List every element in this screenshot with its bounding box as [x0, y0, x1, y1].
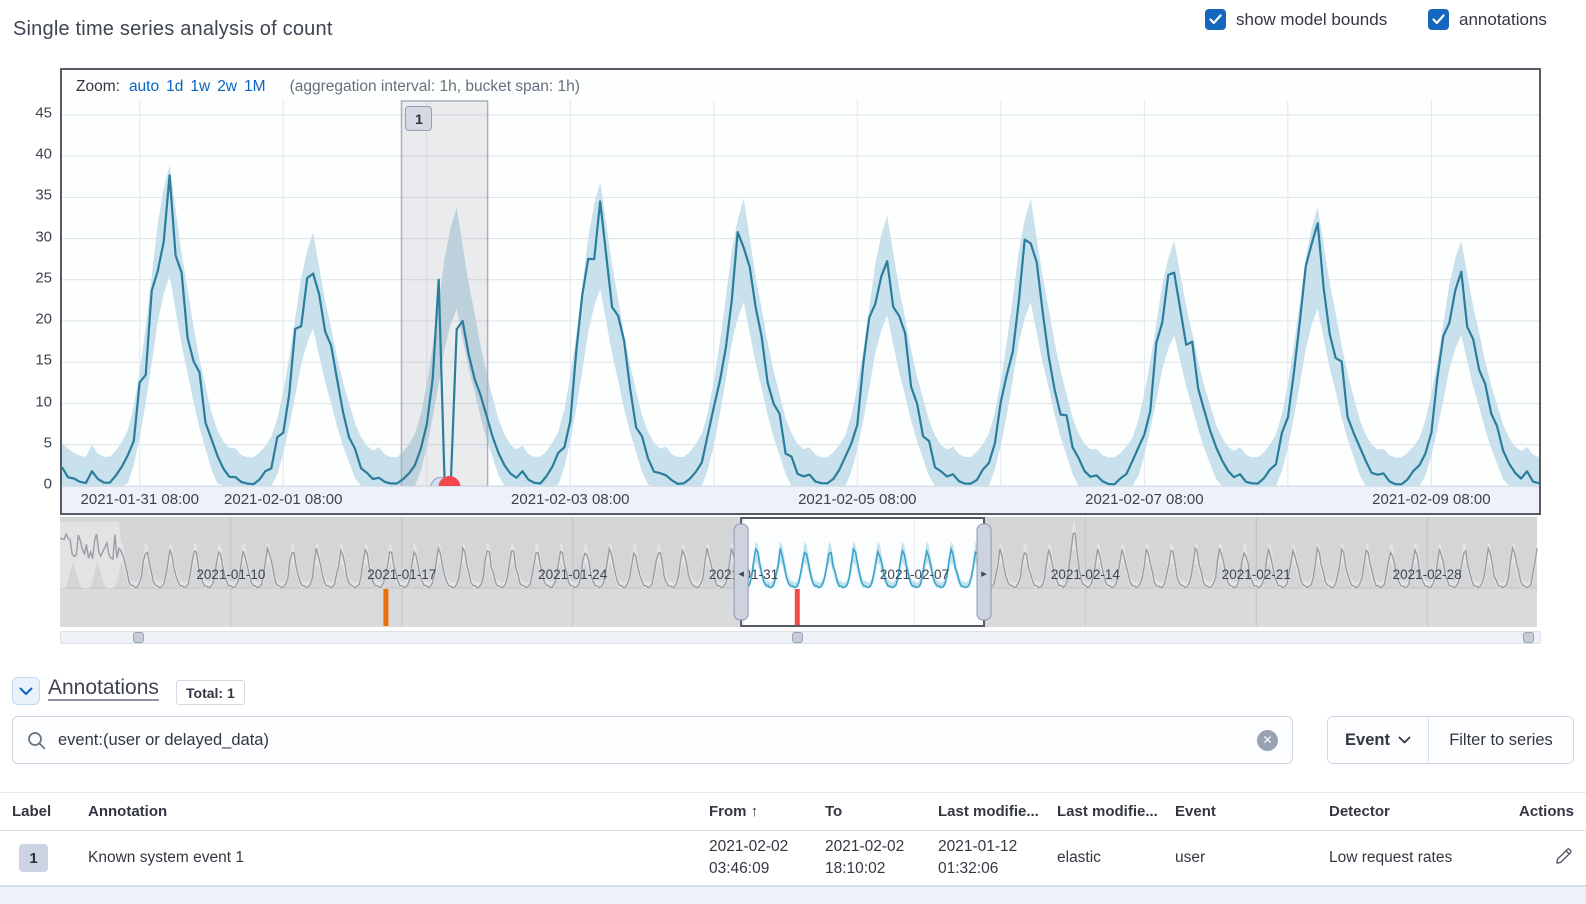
- column-header-event[interactable]: Event: [1175, 803, 1329, 820]
- row-detector: Low request rates: [1329, 849, 1495, 867]
- column-header-annotation[interactable]: Annotation: [88, 803, 709, 820]
- annotations-checkbox[interactable]: annotations: [1428, 9, 1547, 30]
- y-tick-label: 45: [6, 104, 52, 121]
- annotations-filter-group: Event Filter to series: [1327, 716, 1574, 764]
- zoom-link-1d[interactable]: 1d: [166, 78, 183, 95]
- y-tick-label: 10: [6, 393, 52, 410]
- context-tick-label: 2021-02-14: [1051, 567, 1121, 582]
- row-to: 2021-02-02 18:10:02: [825, 836, 938, 881]
- row-last-modified: 2021-01-12 01:32:06: [938, 836, 1057, 881]
- x-axis: 2021-01-31 08:00 2021-02-01 08:00 2021-02-…: [62, 486, 1539, 513]
- x-tick-label: 2021-02-07 08:00: [1085, 491, 1203, 508]
- show-model-bounds-checkbox[interactable]: show model bounds: [1205, 9, 1387, 30]
- row-event: user: [1175, 849, 1329, 867]
- x-tick-label: 2021-02-03 08:00: [511, 491, 629, 508]
- annotations-table: LabelAnnotationFrom ↑ToLast modifie...La…: [0, 792, 1586, 886]
- context-tick-label: 2021-02-28: [1393, 567, 1462, 582]
- y-tick-label: 5: [6, 434, 52, 451]
- y-tick-label: 0: [6, 476, 52, 493]
- chevron-down-icon: [1398, 736, 1411, 744]
- x-tick-label: 2021-02-09 08:00: [1372, 491, 1490, 508]
- annotations-checkbox-label: annotations: [1459, 10, 1547, 30]
- zoom-link-1w[interactable]: 1w: [190, 78, 210, 95]
- show-model-bounds-label: show model bounds: [1236, 10, 1387, 30]
- annotations-section-title[interactable]: Annotations: [48, 676, 159, 700]
- main-chart-panel: Zoom: auto 1d 1w 2w 1M (aggregation interval…: [60, 68, 1541, 515]
- annotations-total-badge: Total: 1: [176, 680, 245, 705]
- edit-pencil-icon[interactable]: [1555, 846, 1574, 865]
- checkbox-checked-icon[interactable]: [1205, 9, 1226, 30]
- row-from: 2021-02-02 03:46:09: [709, 836, 825, 881]
- y-tick-label: 25: [6, 269, 52, 286]
- annotation-region[interactable]: [401, 101, 487, 489]
- column-header-last-modifie-[interactable]: Last modifie...: [938, 803, 1057, 820]
- column-header-last-modifie-[interactable]: Last modifie...: [1057, 803, 1175, 820]
- table-header-row: LabelAnnotationFrom ↑ToLast modifie...La…: [0, 792, 1586, 831]
- column-header-actions[interactable]: Actions: [1495, 803, 1586, 820]
- y-tick-label: 40: [6, 146, 52, 163]
- filter-to-series-button[interactable]: Filter to series: [1429, 717, 1573, 763]
- context-scrollbar[interactable]: [60, 631, 1541, 644]
- scrollbar-handle-right[interactable]: [1523, 632, 1534, 643]
- table-row[interactable]: 1 Known system event 1 2021-02-02 03:46:…: [0, 831, 1586, 886]
- search-icon: [27, 731, 46, 750]
- context-chart[interactable]: 2021-01-102021-01-172021-01-242021-01-31…: [60, 517, 1541, 629]
- page-title: Single time series analysis of count: [13, 18, 333, 41]
- zoom-link-1M[interactable]: 1M: [244, 78, 266, 95]
- annotations-search-bar[interactable]: ✕: [12, 716, 1293, 764]
- clear-search-icon[interactable]: ✕: [1257, 730, 1278, 751]
- chevron-down-icon: [19, 687, 33, 696]
- context-tick-label: 2021-02-21: [1222, 567, 1291, 582]
- zoom-link-2w[interactable]: 2w: [217, 78, 237, 95]
- y-tick-label: 15: [6, 352, 52, 369]
- column-header-label[interactable]: Label: [12, 803, 88, 820]
- x-tick-label: 2021-01-31 08:00: [81, 491, 199, 508]
- scrollbar-handle-center[interactable]: [792, 632, 803, 643]
- annotation-region-label[interactable]: 1: [405, 106, 432, 131]
- swimlane-anomaly-major[interactable]: [383, 589, 388, 626]
- brush-handle-arrow-icon: ▸: [981, 568, 987, 580]
- y-tick-label: 30: [6, 228, 52, 245]
- context-tick-label: 2021-01-10: [196, 567, 265, 582]
- column-header-detector[interactable]: Detector: [1329, 803, 1495, 820]
- zoom-controls: Zoom: auto 1d 1w 2w 1M (aggregation interval…: [76, 78, 580, 96]
- brush-handle-arrow-icon: ◂: [738, 568, 744, 580]
- timeseries-chart[interactable]: [62, 100, 1539, 500]
- event-filter-dropdown[interactable]: Event: [1328, 717, 1429, 763]
- context-tick-label: 2021-02-07: [880, 567, 949, 582]
- column-header-from[interactable]: From ↑: [709, 803, 825, 820]
- y-tick-label: 20: [6, 311, 52, 328]
- zoom-link-auto[interactable]: auto: [129, 78, 159, 95]
- context-tick-label: 2021-01-24: [538, 567, 608, 582]
- row-actions: [1495, 846, 1586, 870]
- x-tick-label: 2021-02-01 08:00: [224, 491, 342, 508]
- zoom-links: auto 1d 1w 2w 1M: [129, 78, 273, 96]
- row-last-modified-by: elastic: [1057, 849, 1175, 867]
- aggregation-note: (aggregation interval: 1h, bucket span: …: [290, 78, 580, 96]
- x-tick-label: 2021-02-05 08:00: [798, 491, 916, 508]
- swimlane-anomaly-critical[interactable]: [795, 589, 800, 626]
- row-annotation: Known system event 1: [88, 849, 709, 867]
- sort-ascending-icon: ↑: [747, 803, 759, 820]
- y-tick-label: 35: [6, 187, 52, 204]
- row-label-badge: 1: [19, 844, 48, 872]
- search-input[interactable]: [58, 731, 1257, 750]
- scrollbar-handle-left[interactable]: [133, 632, 144, 643]
- column-header-to[interactable]: To: [825, 803, 938, 820]
- annotations-collapse-button[interactable]: [12, 677, 40, 705]
- page-footer-strip: [0, 886, 1586, 904]
- zoom-label: Zoom:: [76, 78, 120, 96]
- context-tick-label: 2021-01-17: [367, 567, 436, 582]
- checkbox-checked-icon[interactable]: [1428, 9, 1449, 30]
